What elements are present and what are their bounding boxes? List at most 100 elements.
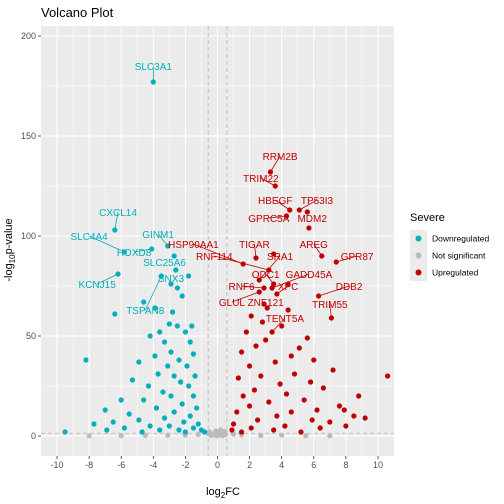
data-point-upregulated	[279, 323, 285, 329]
label-connector	[193, 243, 244, 265]
x-tick-label: 6	[311, 460, 316, 470]
y-axis-title-sub: 10	[8, 254, 17, 263]
data-point-upregulated	[238, 349, 245, 355]
data-point-downregulated	[161, 339, 168, 345]
data-point-downregulated	[153, 405, 160, 411]
data-point-upregulated	[274, 413, 280, 419]
data-point-upregulated	[296, 345, 302, 351]
x-tick-label: -2	[181, 460, 189, 470]
data-point-upregulated	[271, 251, 277, 257]
data-point-downregulated	[176, 357, 182, 363]
data-point-upregulated	[248, 425, 254, 431]
gene-label: HOXD8	[117, 248, 152, 259]
x-tick-label: 2	[247, 460, 252, 470]
data-point-downregulated	[184, 363, 190, 369]
data-point-downregulated	[152, 305, 158, 311]
data-point-downregulated	[91, 421, 97, 427]
gene-label: SLC25A6	[143, 258, 186, 269]
data-point-upregulated	[304, 335, 310, 341]
data-point-not-significant	[142, 432, 148, 438]
data-point-downregulated	[195, 421, 201, 427]
data-point-downregulated	[104, 427, 110, 433]
data-point-upregulated	[283, 391, 290, 397]
x-axis-title-sub: 2	[221, 491, 226, 500]
data-point-downregulated	[194, 405, 200, 411]
x-tick-label: 4	[279, 460, 284, 470]
data-point-downregulated	[179, 401, 185, 407]
data-point-downregulated	[145, 383, 152, 389]
label-connector	[241, 285, 265, 289]
data-point-downregulated	[160, 389, 166, 395]
data-point-downregulated	[166, 423, 172, 429]
data-point-upregulated	[384, 373, 391, 379]
data-point-not-significant	[327, 433, 333, 439]
data-point-not-significant	[217, 429, 223, 435]
grid-lines	[41, 26, 394, 456]
data-point-upregulated	[238, 429, 245, 435]
gene-label: HBEGF	[258, 196, 292, 207]
y-tick-label: 50	[26, 331, 36, 341]
data-point-downregulated	[126, 411, 132, 417]
gene-label: XPC	[278, 282, 299, 293]
data-point-not-significant	[214, 433, 220, 439]
data-point-not-significant	[258, 432, 264, 438]
legend-entry-label: Upregulated	[432, 268, 479, 278]
data-point-upregulated	[263, 337, 269, 343]
gene-label: MDM2	[297, 214, 327, 225]
data-point-not-significant	[86, 433, 92, 439]
legend-key-point	[415, 235, 422, 242]
legend-entry-label: Downregulated	[432, 234, 489, 244]
label-connector	[276, 285, 289, 295]
data-point-upregulated	[240, 393, 246, 399]
data-point-downregulated	[147, 423, 153, 429]
y-axis-title-main: -log	[3, 263, 15, 281]
data-point-downregulated	[190, 393, 197, 399]
gene-label: GPRC5A	[248, 214, 289, 225]
data-point-downregulated	[169, 309, 176, 315]
gene-label: SNX3	[158, 274, 185, 285]
gene-label: TRIM22	[243, 174, 279, 185]
gene-label: TRIM55	[312, 300, 348, 311]
gene-label: TIGAR	[239, 240, 270, 251]
data-point-upregulated	[301, 397, 307, 403]
data-point-upregulated	[314, 407, 320, 413]
data-point-upregulated	[253, 343, 259, 349]
data-point-upregulated	[246, 363, 253, 369]
data-point-downregulated	[171, 253, 177, 259]
gene-label: AREG	[300, 240, 329, 251]
x-axis-title-main: log	[206, 486, 221, 498]
data-point-upregulated	[261, 301, 267, 307]
data-point-upregulated	[311, 357, 317, 363]
data-point-upregulated	[356, 393, 362, 399]
data-point-upregulated	[307, 379, 314, 385]
data-point-downregulated	[166, 321, 172, 327]
data-point-downregulated	[187, 339, 193, 345]
data-point-upregulated	[285, 307, 291, 313]
label-connector	[133, 248, 152, 253]
legend-entry-label: Not significant	[432, 251, 486, 261]
gene-label: SLC3A1	[135, 62, 173, 73]
data-point-downregulated	[118, 397, 124, 403]
chart-title: Volcano Plot	[41, 5, 114, 20]
x-axis-title: log2FC	[206, 486, 240, 500]
y-axis-title-tail: p-value	[3, 218, 15, 254]
gene-label: RNF6	[229, 282, 256, 293]
data-point-not-significant	[165, 432, 171, 438]
legend-key-point	[415, 252, 422, 259]
data-point-upregulated	[351, 413, 357, 419]
data-point-upregulated	[246, 403, 253, 409]
data-point-upregulated	[291, 371, 298, 377]
data-point-downregulated	[112, 311, 118, 317]
data-point-upregulated	[288, 409, 294, 415]
label-connector	[318, 285, 350, 297]
data-point-upregulated	[255, 417, 261, 423]
data-point-downregulated	[157, 427, 163, 433]
gene-label: SLC4A4	[71, 232, 109, 243]
y-tick-label: 150	[21, 131, 36, 141]
label-connector	[336, 255, 358, 263]
data-point-upregulated	[266, 399, 272, 405]
gene-label: HSP90AA1	[168, 240, 219, 251]
data-point-downregulated	[168, 393, 174, 399]
gene-label: RRM2B	[263, 152, 298, 163]
